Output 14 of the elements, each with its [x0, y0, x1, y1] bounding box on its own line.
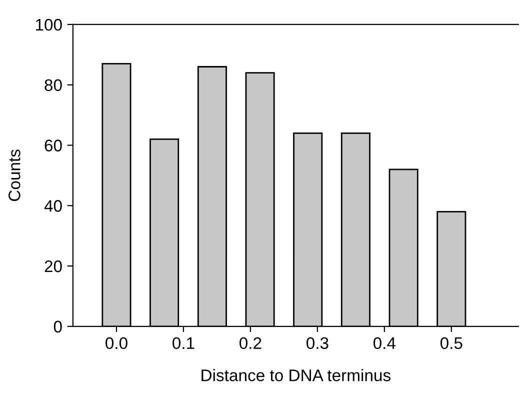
x-tick-label: 0.1 — [172, 337, 194, 350]
x-tick-label: 0.5 — [440, 337, 462, 350]
x-tick-label: 0.4 — [373, 337, 396, 350]
y-tick-label: 40 — [44, 200, 62, 212]
y-tick-label: 0 — [54, 320, 62, 333]
x-axis-title: Distance to DNA terminus — [202, 369, 390, 382]
y-tick-label: 20 — [44, 260, 62, 272]
y-tick-label: 60 — [44, 140, 62, 152]
y-tick-label: 80 — [44, 79, 62, 92]
y-tick-label: 100 — [36, 18, 62, 31]
x-tick-label: 0.2 — [240, 337, 262, 350]
x-tick-label: 0.3 — [306, 337, 328, 350]
x-tick-label: 0.0 — [106, 337, 128, 350]
y-axis-title: Counts — [8, 150, 20, 201]
